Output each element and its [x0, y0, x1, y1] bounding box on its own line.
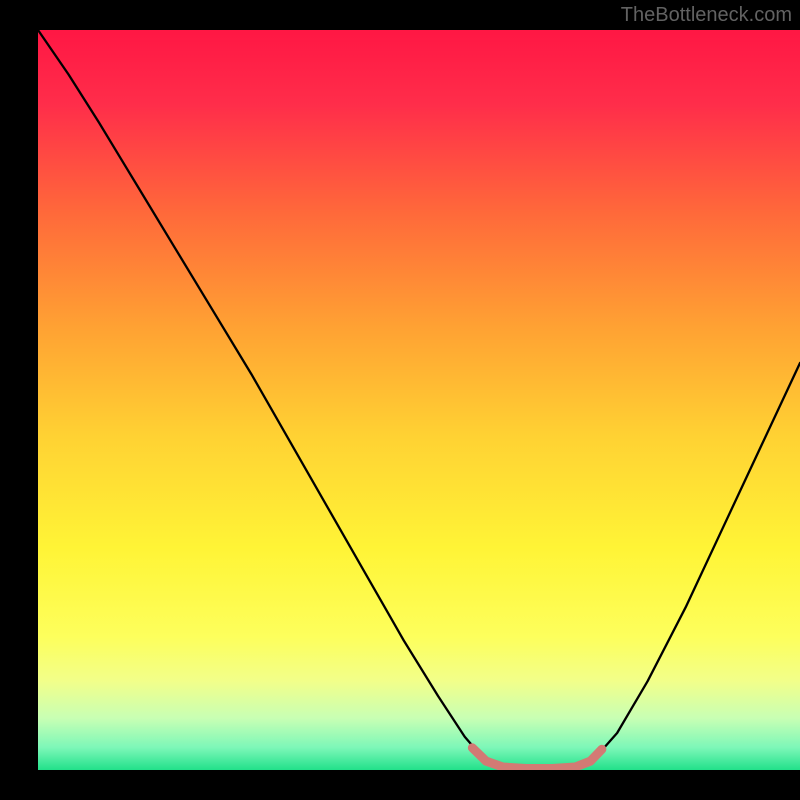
frame-left — [0, 0, 38, 800]
chart-background — [38, 30, 800, 770]
frame-bottom — [0, 770, 800, 800]
bottleneck-curve-chart — [0, 0, 800, 800]
watermark-text: TheBottleneck.com — [621, 4, 792, 27]
